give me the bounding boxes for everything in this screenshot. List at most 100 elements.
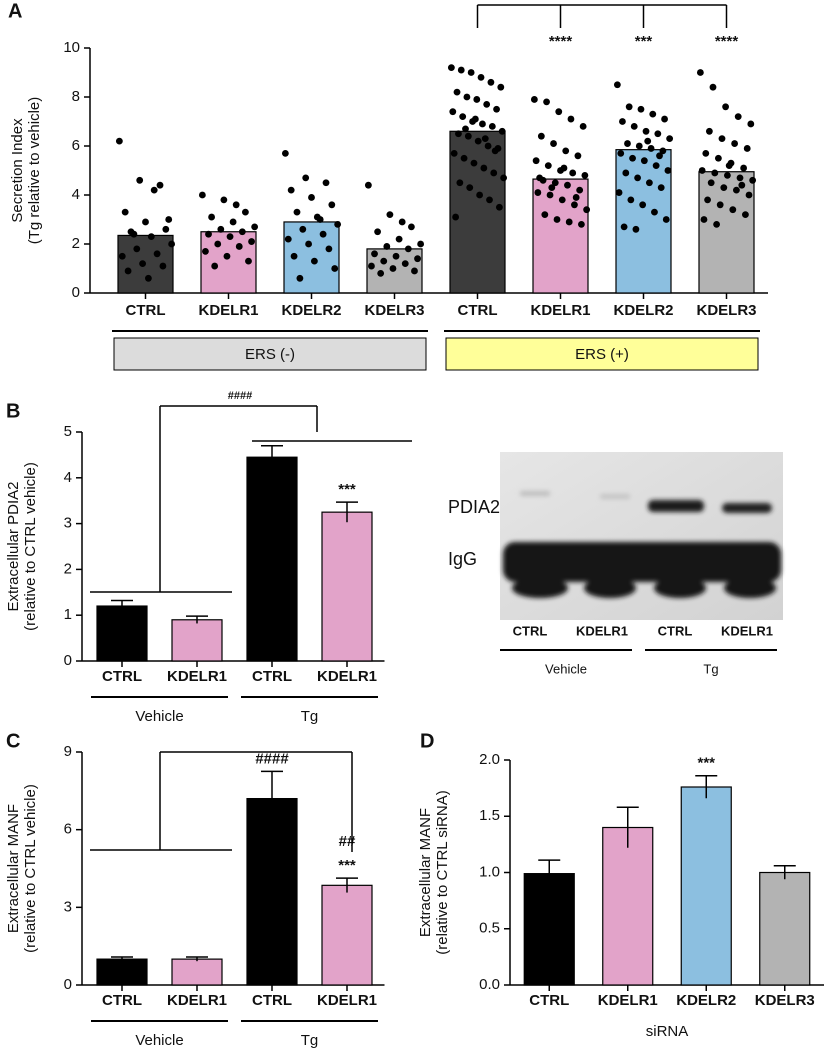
data-point xyxy=(622,169,630,177)
data-point xyxy=(316,216,324,223)
data-point xyxy=(242,208,249,216)
data-point xyxy=(583,206,591,214)
data-point xyxy=(733,186,740,194)
data-point xyxy=(564,181,571,189)
data-point xyxy=(652,162,660,170)
significance-label: #### xyxy=(255,750,289,767)
data-point xyxy=(617,149,625,157)
x-tick-label: KDELR2 xyxy=(676,992,736,1009)
data-point xyxy=(567,115,575,123)
y-tick-label: 2 xyxy=(72,235,80,252)
data-point xyxy=(632,225,640,233)
y-tick-label: 6 xyxy=(64,821,72,838)
data-point xyxy=(705,127,713,135)
data-point xyxy=(497,83,505,91)
x-tick-label: KDELR1 xyxy=(530,302,590,319)
bar xyxy=(602,826,654,986)
data-point xyxy=(698,167,706,174)
data-point xyxy=(666,135,674,143)
data-point xyxy=(477,74,485,81)
data-point xyxy=(581,172,589,179)
data-point xyxy=(374,228,381,236)
data-point xyxy=(500,174,508,182)
data-point xyxy=(544,162,552,170)
data-point xyxy=(536,174,543,182)
data-point xyxy=(724,172,731,179)
data-point xyxy=(495,203,503,211)
y-tick-label: 5 xyxy=(64,423,72,440)
data-point xyxy=(745,191,753,199)
data-point xyxy=(629,154,636,162)
data-point xyxy=(635,142,643,150)
data-point xyxy=(725,162,733,170)
x-tick-label: KDELR1 xyxy=(317,668,377,685)
data-point xyxy=(471,115,479,123)
data-point xyxy=(456,179,464,187)
data-point xyxy=(377,270,385,277)
x-tick-label: CTRL xyxy=(126,302,166,319)
data-point xyxy=(541,211,549,219)
y-axis-label: Extracellular PDIA2 xyxy=(5,481,22,611)
data-point xyxy=(153,250,161,258)
band-label: IgG xyxy=(448,549,477,569)
significance-label: *** xyxy=(338,857,356,874)
data-point xyxy=(534,189,542,196)
data-point xyxy=(474,137,482,145)
data-point xyxy=(551,179,559,187)
data-point xyxy=(142,218,149,226)
data-point xyxy=(459,113,467,120)
data-point xyxy=(145,274,152,282)
panel-letter: C xyxy=(6,730,20,752)
x-tick-label: KDELR3 xyxy=(364,302,424,319)
y-axis-label: Extracellular MANF xyxy=(5,804,22,933)
data-point xyxy=(368,262,375,270)
significance-label: ## xyxy=(339,833,356,850)
y-tick-label: 9 xyxy=(64,743,72,760)
data-point xyxy=(466,184,474,192)
data-point xyxy=(463,93,471,101)
data-point xyxy=(202,247,209,255)
data-point xyxy=(383,243,391,250)
data-point xyxy=(464,132,472,140)
group-label: ERS (+) xyxy=(575,346,629,363)
data-point xyxy=(235,243,243,250)
data-point xyxy=(115,137,123,145)
data-point xyxy=(165,216,173,223)
x-tick-label: KDELR1 xyxy=(167,992,227,1009)
group-label: ERS (-) xyxy=(245,346,295,363)
data-point xyxy=(457,66,465,74)
group-label: Vehicle xyxy=(135,708,183,725)
data-point xyxy=(217,225,225,233)
data-point xyxy=(664,167,672,174)
data-point xyxy=(709,83,717,91)
data-point xyxy=(328,201,336,209)
data-point xyxy=(395,235,403,243)
lane-label: CTRL xyxy=(513,623,548,638)
data-point xyxy=(543,98,550,106)
data-point xyxy=(553,216,561,223)
y-axis-label: Extracellular MANF xyxy=(417,808,434,937)
data-point xyxy=(627,196,635,204)
data-point xyxy=(136,176,144,184)
data-point xyxy=(319,230,327,238)
data-point xyxy=(642,127,650,135)
bar xyxy=(449,130,506,294)
data-point xyxy=(532,157,540,165)
x-tick-label: CTRL xyxy=(252,992,292,1009)
data-point xyxy=(208,213,215,221)
data-point xyxy=(637,105,645,113)
data-point xyxy=(460,154,468,162)
data-point xyxy=(649,110,657,118)
data-point xyxy=(486,196,493,204)
data-point xyxy=(574,152,582,160)
data-point xyxy=(550,140,557,147)
data-point xyxy=(487,78,495,86)
data-point xyxy=(711,169,719,177)
x-tick-label: KDELR3 xyxy=(696,302,756,319)
data-point xyxy=(576,186,584,194)
data-point xyxy=(640,157,648,165)
bar xyxy=(171,958,223,986)
data-point xyxy=(296,274,304,282)
data-point xyxy=(470,159,478,167)
